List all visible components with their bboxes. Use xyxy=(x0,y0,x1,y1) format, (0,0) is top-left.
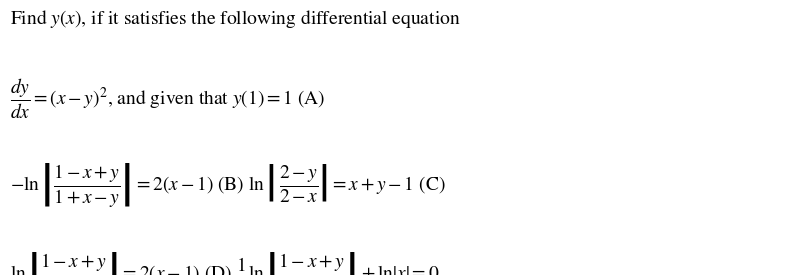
Text: $-\ln\left|\dfrac{1-x+y}{1+x-y}\right| = 2(x-1)$ (B) $\ln\left|\,\dfrac{2-y}{2-x: $-\ln\left|\dfrac{1-x+y}{1+x-y}\right| =… xyxy=(10,161,446,209)
Text: $\ln\left|\dfrac{1-x+y}{1+x-y}\right| = 2(x-1)$ (D) $\dfrac{1}{2}\ln\left|\dfrac: $\ln\left|\dfrac{1-x+y}{1+x-y}\right| = … xyxy=(10,250,440,275)
Text: $\dfrac{dy}{dx} = (x - y)^2$, and given that $y(1) = 1$ (A): $\dfrac{dy}{dx} = (x - y)^2$, and given … xyxy=(10,77,326,121)
Text: Find $y(x)$, if it satisfies the following differential equation: Find $y(x)$, if it satisfies the followi… xyxy=(10,8,461,30)
